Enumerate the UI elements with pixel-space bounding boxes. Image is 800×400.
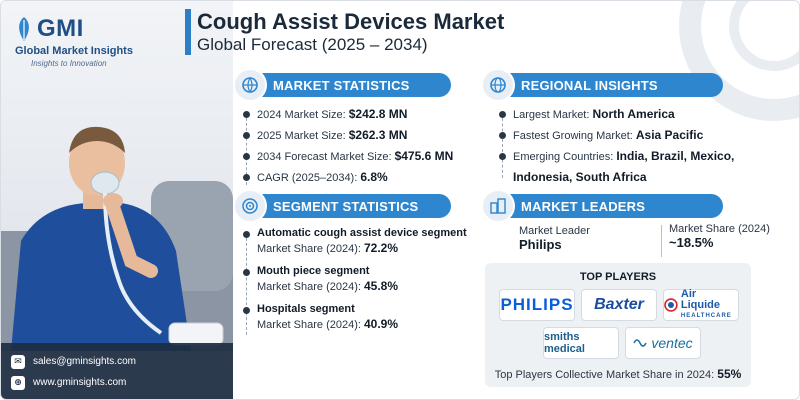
gmi-logo[interactable]: GMI Global Market Insights Insights to I… — [15, 15, 145, 68]
list-item: 2025 Market Size: $262.3 MN — [243, 128, 483, 149]
market-leaders-header: MARKET LEADERS — [481, 189, 723, 223]
market-share-block: Market Share (2024) ~18.5% — [669, 223, 770, 250]
segment-statistics-header: SEGMENT STATISTICS — [233, 189, 451, 223]
ventec-wave-icon — [633, 339, 648, 347]
buildings-icon — [481, 189, 515, 223]
top-players-heading: TOP PLAYERS — [579, 271, 657, 283]
logo-tagline: Insights to Innovation — [31, 59, 107, 68]
market-share-value: ~18.5% — [669, 235, 714, 250]
globe-icon — [481, 68, 515, 102]
title-accent-bar — [185, 9, 191, 55]
decorative-circle-inner — [729, 1, 799, 71]
website-link[interactable]: www.gminsights.com — [33, 377, 127, 388]
globe-chart-icon — [233, 68, 267, 102]
list-item: CAGR (2025–2034): 6.8% — [243, 170, 483, 191]
logo-full-name: Global Market Insights — [15, 45, 133, 57]
market-statistics-list: 2024 Market Size: $242.8 MN 2025 Market … — [243, 107, 483, 191]
list-item: Largest Market: North America — [499, 107, 769, 128]
logo-text: GMI — [37, 15, 84, 42]
list-item: Automatic cough assist device segment Ma… — [243, 227, 483, 265]
gmi-leaf-icon — [19, 17, 29, 41]
photo-panel: GMI Global Market Insights Insights to I… — [1, 1, 233, 399]
market-statistics-header: MARKET STATISTICS — [233, 68, 451, 102]
market-statistics-heading: MARKET STATISTICS — [273, 77, 410, 93]
target-icon — [233, 189, 267, 223]
market-leader-value: Philips — [519, 237, 562, 252]
segment-statistics-heading: SEGMENT STATISTICS — [273, 198, 419, 214]
market-leader-block: Market Leader Philips — [519, 225, 590, 252]
list-item: 2024 Market Size: $242.8 MN — [243, 107, 483, 128]
timeline-line — [246, 233, 247, 335]
list-item: 2034 Forecast Market Size: $475.6 MN — [243, 149, 483, 170]
top-players-panel: TOP PLAYERS PHILIPS Baxter Air Liquide HE… — [485, 263, 751, 387]
list-item: Emerging Countries: India, Brazil, Mexic… — [499, 149, 769, 170]
market-leaders-heading: MARKET LEADERS — [521, 198, 646, 214]
ventec-logo[interactable]: ventec — [625, 327, 701, 359]
smiths-medical-logo[interactable]: smiths medical — [543, 327, 619, 359]
regional-insights-header: REGIONAL INSIGHTS — [481, 68, 723, 102]
patient-photo — [1, 126, 233, 351]
contact-bar: ✉ sales@gminsights.com ⊕ www.gminsights.… — [1, 343, 233, 399]
philips-logo[interactable]: PHILIPS — [499, 289, 575, 321]
list-item: Fastest Growing Market: Asia Pacific — [499, 128, 769, 149]
air-liquide-logo[interactable]: Air Liquide HEALTHCARE — [663, 288, 739, 321]
baxter-logo[interactable]: Baxter — [581, 289, 657, 321]
regional-insights-list: Largest Market: North America Fastest Gr… — [499, 107, 769, 184]
email-link[interactable]: sales@gminsights.com — [33, 356, 136, 367]
page-subtitle: Global Forecast (2025 – 2034) — [197, 35, 428, 54]
market-share-label: Market Share (2024) — [669, 223, 770, 235]
page-title: Cough Assist Devices Market — [197, 9, 505, 34]
timeline-line — [502, 113, 503, 178]
top-players-collective-share: Top Players Collective Market Share in 2… — [494, 367, 742, 381]
timeline-line — [246, 113, 247, 185]
list-item: Hospitals segment Market Share (2024): 4… — [243, 303, 483, 341]
email-row[interactable]: ✉ sales@gminsights.com — [11, 351, 223, 372]
list-item-continuation: Indonesia, South Africa — [513, 170, 647, 184]
website-row[interactable]: ⊕ www.gminsights.com — [11, 372, 223, 393]
envelope-icon: ✉ — [11, 354, 25, 369]
regional-insights-heading: REGIONAL INSIGHTS — [521, 77, 658, 93]
list-item: Mouth piece segment Market Share (2024):… — [243, 265, 483, 303]
web-icon: ⊕ — [11, 375, 25, 390]
segment-statistics-list: Automatic cough assist device segment Ma… — [243, 227, 483, 341]
air-liquide-mark-icon — [664, 298, 678, 312]
leaders-divider — [661, 225, 662, 257]
market-leader-label: Market Leader — [519, 225, 590, 237]
